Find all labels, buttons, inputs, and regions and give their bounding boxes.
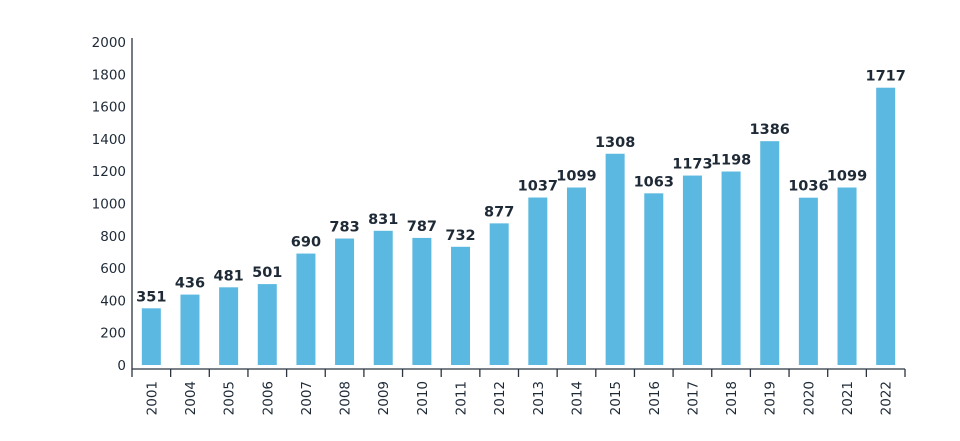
data-label-2022: 1717 [865,69,905,85]
data-label-2013: 1037 [518,179,558,195]
x-tick-label-2012: 2012 [492,381,508,415]
data-label-2006: 501 [252,265,282,281]
bar-2014 [566,187,586,365]
data-label-2015: 1308 [595,135,635,151]
data-label-2007: 690 [291,235,321,251]
y-tick-label: 200 [100,326,126,342]
x-tick-label-2001: 2001 [144,381,160,415]
x-tick-label-2011: 2011 [454,381,470,415]
y-tick-label: 2000 [92,35,126,51]
y-tick-label: 1800 [92,67,126,83]
bar-2018 [721,171,741,365]
x-axis: 2001 2004 2005 2006 2007 2008 2009 2010 2011 2012… [131,368,906,415]
data-label-2021: 1099 [827,169,867,185]
x-tick-label-2015: 2015 [608,381,624,415]
bar-2022 [876,87,896,365]
bar-2021 [837,187,857,365]
x-tick-label-2010: 2010 [415,381,431,415]
bar-2016 [644,193,664,365]
x-tick-label-2019: 2019 [763,381,779,415]
data-label-2016: 1063 [634,174,674,190]
data-label-2005: 481 [213,268,243,284]
bar-2012 [489,223,509,365]
x-tick-label-2007: 2007 [299,381,315,415]
y-tick-label: 0 [117,358,126,374]
bar-2008 [335,238,355,365]
data-label-2009: 831 [368,212,398,228]
bars [141,87,896,365]
bar-2011 [451,246,471,365]
y-tick-label: 1400 [92,132,126,148]
y-axis: 0 200 400 600 800 1000 1200 1400 1600 1800 2000 [92,35,133,374]
x-tick-label-2014: 2014 [569,381,585,415]
bar-2017 [682,175,702,365]
bar-2013 [528,197,548,365]
data-label-2011: 732 [445,228,475,244]
x-tick-label-2006: 2006 [260,381,276,415]
y-tick-label: 800 [100,229,126,245]
x-tick-label-2016: 2016 [647,381,663,415]
x-tick-label-2008: 2008 [338,381,354,415]
y-tick-label: 1200 [92,164,126,180]
x-tick-label-2005: 2005 [222,381,238,415]
x-tick-label-2013: 2013 [531,381,547,415]
bar-2019 [760,141,780,365]
bar-2009 [373,230,393,365]
bar-2005 [219,287,239,365]
y-tick-label: 400 [100,293,126,309]
bar-2001 [141,308,161,365]
bar-2004 [180,294,200,365]
bar-2015 [605,153,625,365]
bar-2006 [257,284,277,365]
x-tick-label-2009: 2009 [376,381,392,415]
data-label-2004: 436 [175,276,205,292]
data-label-2012: 877 [484,204,514,220]
data-label-2017: 1173 [672,157,712,173]
x-tick-label-2021: 2021 [840,381,856,415]
x-tick-label-2022: 2022 [879,381,895,415]
data-label-2001: 351 [136,289,166,305]
x-tick-label-2020: 2020 [801,381,817,415]
x-tick-label-2004: 2004 [183,381,199,415]
data-label-2014: 1099 [556,169,596,185]
y-tick-label: 1600 [92,100,126,116]
data-label-2008: 783 [329,220,359,236]
x-tick-label-2017: 2017 [685,381,701,415]
x-tick-label-2018: 2018 [724,381,740,415]
y-tick-label: 1000 [92,197,126,213]
data-label-2010: 787 [407,219,437,235]
data-label-2019: 1386 [750,122,790,138]
bar-2020 [798,197,818,365]
data-label-2018: 1198 [711,153,751,169]
bar-2007 [296,253,316,365]
bar-2010 [412,237,432,365]
y-tick-label: 600 [100,261,126,277]
data-label-2020: 1036 [788,179,828,195]
